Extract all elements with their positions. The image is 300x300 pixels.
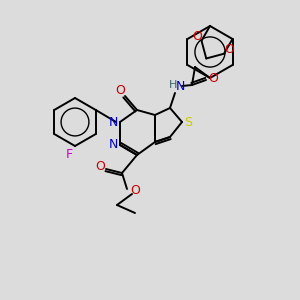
Text: F: F (65, 148, 73, 160)
Text: O: O (130, 184, 140, 197)
Text: N: N (108, 139, 118, 152)
Text: N: N (175, 80, 185, 92)
Text: O: O (208, 71, 218, 85)
Text: H: H (169, 80, 177, 90)
Text: N: N (108, 116, 118, 128)
Text: S: S (184, 116, 192, 128)
Text: O: O (193, 30, 202, 43)
Text: O: O (115, 83, 125, 97)
Text: O: O (95, 160, 105, 173)
Text: O: O (224, 43, 234, 56)
